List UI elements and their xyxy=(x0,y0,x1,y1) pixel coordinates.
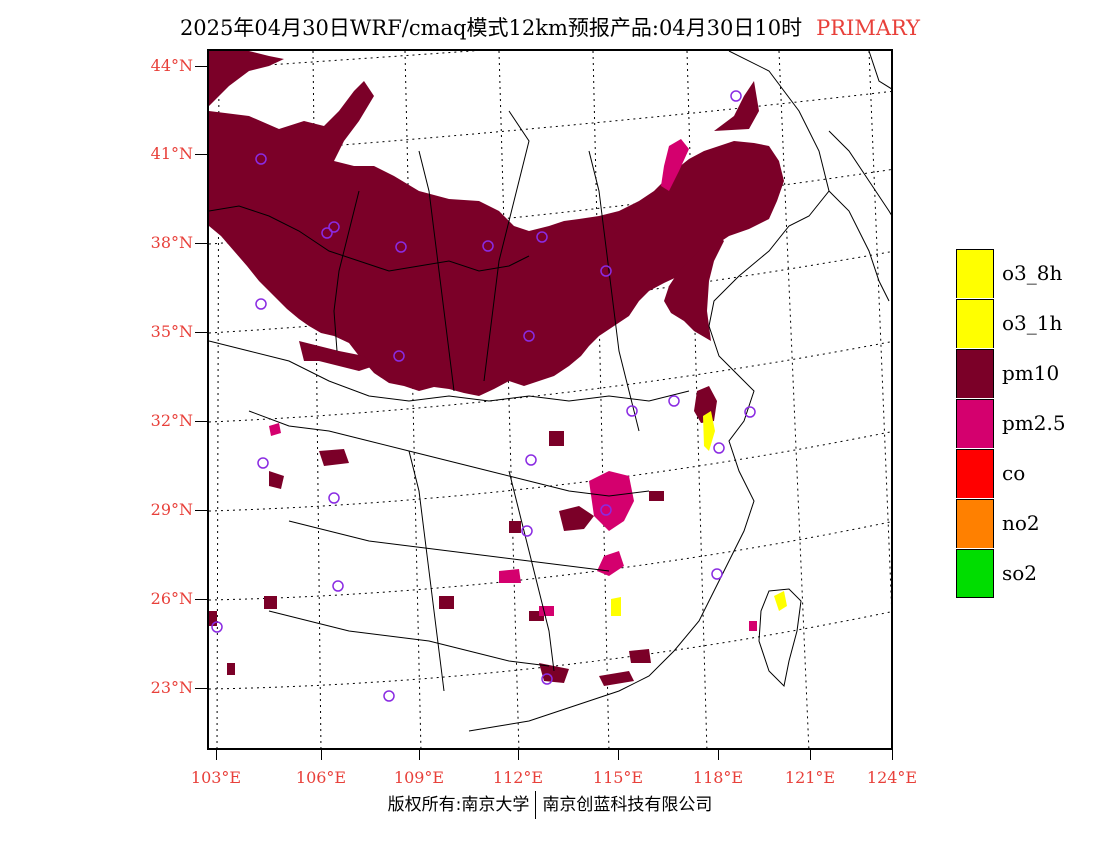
lon-label-121: 121°E xyxy=(784,768,836,787)
pm10-region xyxy=(209,51,784,686)
lat-label-29: 29°N xyxy=(150,500,193,519)
legend-swatch xyxy=(956,549,994,598)
boundaries xyxy=(209,51,891,732)
map-canvas xyxy=(209,51,891,748)
lat-label-32: 32°N xyxy=(150,411,193,430)
lat-tick-41 xyxy=(195,154,207,155)
lat-label-35: 35°N xyxy=(150,322,193,341)
legend-label: pm2.5 xyxy=(1002,411,1066,435)
legend-label: o3_8h xyxy=(1002,261,1063,285)
lat-label-26: 26°N xyxy=(150,589,193,608)
lat-tick-29 xyxy=(195,510,207,511)
legend-swatch xyxy=(956,299,994,348)
lon-tick-106 xyxy=(321,750,322,760)
lon-label-115: 115°E xyxy=(592,768,644,787)
lon-label-103: 103°E xyxy=(190,768,242,787)
lon-tick-121 xyxy=(810,750,811,760)
legend-label: no2 xyxy=(1002,511,1040,535)
copyright-left: 版权所有:南京大学 xyxy=(387,795,530,815)
lat-label-38: 38°N xyxy=(150,233,193,252)
legend-swatch xyxy=(956,349,994,398)
legend: o3_8h o3_1h pm10 pm2.5 co no2 so2 xyxy=(956,249,1096,599)
pm25-region xyxy=(269,139,757,631)
legend-item-so2: so2 xyxy=(956,549,1096,599)
lon-tick-115 xyxy=(618,750,619,760)
lon-label-112: 112°E xyxy=(492,768,544,787)
copyright-footer: 版权所有:南京大学 南京创蓝科技有限公司 xyxy=(0,790,1100,819)
map-title: 2025年04月30日WRF/cmaq模式12km预报产品:04月30日10时 P… xyxy=(0,12,1100,42)
legend-item-o3-1h: o3_1h xyxy=(956,299,1096,349)
legend-swatch xyxy=(956,449,994,498)
legend-swatch xyxy=(956,499,994,548)
lat-label-23: 23°N xyxy=(150,678,193,697)
lon-tick-124 xyxy=(892,750,893,760)
primary-tag: PRIMARY xyxy=(816,16,921,40)
legend-swatch xyxy=(956,399,994,448)
legend-label: co xyxy=(1002,461,1026,485)
legend-item-o3-8h: o3_8h xyxy=(956,249,1096,299)
lat-tick-38 xyxy=(195,243,207,244)
lon-tick-109 xyxy=(419,750,420,760)
station-markers xyxy=(211,90,756,702)
lon-label-109: 109°E xyxy=(393,768,445,787)
lat-tick-32 xyxy=(195,421,207,422)
lon-tick-112 xyxy=(518,750,519,760)
lon-tick-103 xyxy=(216,750,217,760)
legend-label: o3_1h xyxy=(1002,311,1063,335)
lat-label-41: 41°N xyxy=(150,144,193,163)
legend-item-pm25: pm2.5 xyxy=(956,399,1096,449)
map-title-text: 2025年04月30日WRF/cmaq模式12km预报产品:04月30日10时 xyxy=(179,16,803,40)
legend-item-co: co xyxy=(956,449,1096,499)
legend-item-no2: no2 xyxy=(956,499,1096,549)
lon-label-124: 124°E xyxy=(866,768,918,787)
legend-swatch xyxy=(956,249,994,298)
legend-label: so2 xyxy=(1002,561,1038,585)
lat-tick-23 xyxy=(195,688,207,689)
lat-tick-35 xyxy=(195,332,207,333)
o3-region xyxy=(611,411,787,616)
map-frame xyxy=(207,49,893,750)
copyright-right: 南京创蓝科技有限公司 xyxy=(542,795,713,815)
lat-tick-26 xyxy=(195,599,207,600)
footer-divider xyxy=(535,791,537,819)
lon-label-106: 106°E xyxy=(295,768,347,787)
lat-tick-44 xyxy=(195,66,207,67)
legend-label: pm10 xyxy=(1002,361,1060,385)
lat-label-44: 44°N xyxy=(150,56,193,75)
legend-item-pm10: pm10 xyxy=(956,349,1096,399)
lon-label-118: 118°E xyxy=(692,768,744,787)
lon-tick-118 xyxy=(718,750,719,760)
